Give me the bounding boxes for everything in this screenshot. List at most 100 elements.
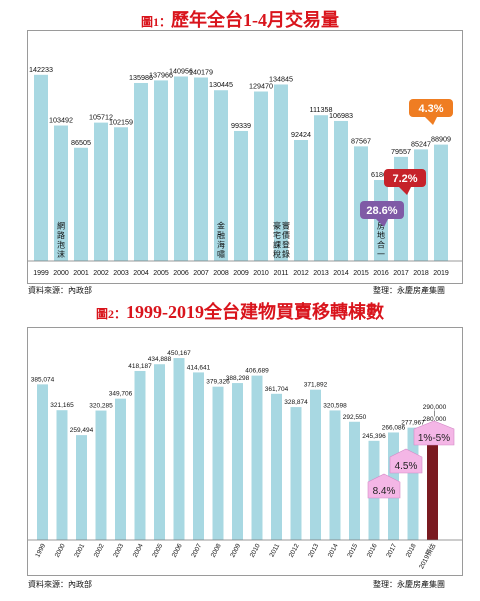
x-tick-label: 2018 — [405, 542, 418, 558]
bar-value-label: 450,167 — [167, 350, 191, 357]
x-tick-label: 2012 — [288, 542, 301, 558]
growth-badge: 4.3% — [409, 99, 453, 125]
chart2-plot: 385,074 1999 321,165 2000 259,494 2001 320,285… — [28, 350, 462, 570]
bar — [174, 76, 188, 261]
x-tick-label: 2010 — [253, 270, 269, 277]
growth-badge: 28.6% — [360, 201, 404, 227]
x-tick-label: 2019預估 — [416, 541, 437, 570]
bar-value-label: 361,704 — [265, 386, 289, 393]
badge-arrow — [389, 448, 423, 474]
bar-value-label: 385,074 — [31, 376, 55, 383]
bar-value-label: 328,874 — [284, 399, 308, 406]
event-annotation: 實價登錄 — [282, 221, 290, 260]
x-tick-label: 2005 — [151, 542, 164, 558]
bar — [95, 410, 107, 540]
badge-pointer — [425, 117, 437, 125]
bar — [74, 147, 88, 261]
bar — [154, 80, 168, 261]
bar-value-label: 320,285 — [89, 403, 113, 410]
bar-value-label: 130445 — [209, 80, 233, 89]
bar — [37, 384, 48, 540]
chart1-org: 整理：永慶房產集團 — [373, 286, 445, 295]
chart2-title: 圖2：1999-2019全台建物買賣移轉棟數 — [0, 298, 480, 324]
x-tick-label: 2005 — [153, 270, 169, 277]
bar — [173, 358, 185, 540]
badge-pointer — [376, 219, 388, 227]
x-tick-label: 2016 — [373, 270, 389, 277]
bar-value-label: 86505 — [71, 138, 91, 147]
x-tick-label: 2003 — [113, 270, 129, 277]
growth-badge: 1%-5% — [413, 420, 455, 446]
bar-value-label: 140956 — [169, 66, 193, 75]
badge-text: 8.4% — [373, 486, 396, 497]
bar-value-label: 102159 — [109, 117, 133, 126]
bar-value-label: 106983 — [329, 111, 353, 120]
bar — [427, 426, 438, 540]
x-tick-label: 2013 — [307, 542, 320, 558]
bar — [310, 389, 321, 540]
x-tick-label: 2006 — [173, 270, 189, 277]
x-tick-label: 2010 — [249, 542, 262, 558]
bar-value-label: 103492 — [49, 116, 73, 125]
badge-text: 28.6% — [366, 205, 397, 217]
badge-arrow — [413, 420, 455, 446]
bar-value-label: 111358 — [310, 105, 333, 114]
badge-box — [360, 201, 404, 219]
badge-text: 1%-5% — [418, 433, 450, 444]
bar-value-label: 85247 — [411, 139, 431, 148]
x-tick-label: 2002 — [93, 270, 109, 277]
bar — [271, 393, 282, 540]
bar — [294, 140, 308, 261]
x-tick-label: 2015 — [346, 542, 359, 558]
bar — [349, 421, 360, 540]
estimate-range-separator: | — [434, 411, 436, 417]
bar — [232, 383, 243, 540]
chart2-source: 資料來源：內政部 — [28, 580, 92, 589]
badge-text: 7.2% — [392, 173, 417, 185]
bar — [134, 370, 146, 540]
x-tick-label: 2002 — [93, 542, 106, 558]
badge-arrow — [367, 473, 401, 499]
x-tick-label: 2016 — [366, 542, 379, 558]
bar — [134, 82, 148, 261]
x-tick-label: 2011 — [273, 270, 288, 277]
event-annotation: 網路泡沫 — [57, 221, 65, 260]
growth-badge: 8.4% — [367, 473, 401, 499]
bar — [254, 91, 268, 262]
chart1-frame: 142233 1999 103492 2000 86505 2001 105712 2002 1… — [27, 30, 463, 284]
x-tick-label: 2008 — [213, 270, 229, 277]
x-tick-label: 2017 — [393, 270, 409, 277]
x-tick-label: 2003 — [112, 542, 125, 558]
growth-badge: 4.5% — [389, 448, 423, 474]
x-tick-label: 2019 — [433, 270, 449, 277]
bar-value-label: 371,892 — [304, 382, 328, 389]
chart1-plot: 142233 1999 103492 2000 86505 2001 105712 2002 1… — [28, 65, 462, 277]
estimate-range-top: 290,000 — [423, 404, 447, 411]
bar — [212, 386, 224, 540]
x-tick-label: 1999 — [33, 270, 49, 277]
bar-value-label: 105712 — [89, 113, 113, 122]
bar-value-label: 259,494 — [70, 427, 94, 434]
event-annotation: 房地合一 — [377, 221, 385, 260]
bar — [407, 427, 419, 540]
bar-value-label: 134845 — [269, 74, 293, 83]
bar — [251, 375, 263, 540]
estimate-range-bottom: 280,000 — [423, 416, 447, 423]
bar — [314, 115, 328, 261]
x-tick-label: 2014 — [333, 270, 349, 277]
bar — [114, 127, 128, 261]
bar — [154, 364, 165, 540]
x-tick-label: 2007 — [190, 542, 203, 558]
bar-value-label: 87567 — [351, 136, 371, 145]
bar-value-label: 434,888 — [148, 356, 172, 363]
chart2-title-prefix: 圖2： — [95, 307, 126, 321]
bar-value-label: 414,641 — [187, 364, 211, 371]
bar-value-label: 92424 — [291, 130, 311, 139]
x-tick-label: 2001 — [73, 542, 86, 558]
bar-value-label: 406,689 — [245, 368, 269, 375]
bar-value-label: 99339 — [231, 121, 251, 130]
bar-value-label: 129470 — [249, 82, 273, 91]
bar-value-label: 137966 — [149, 70, 173, 79]
event-annotation: 豪宅課稅 — [273, 221, 281, 260]
badge-pointer — [399, 187, 411, 195]
